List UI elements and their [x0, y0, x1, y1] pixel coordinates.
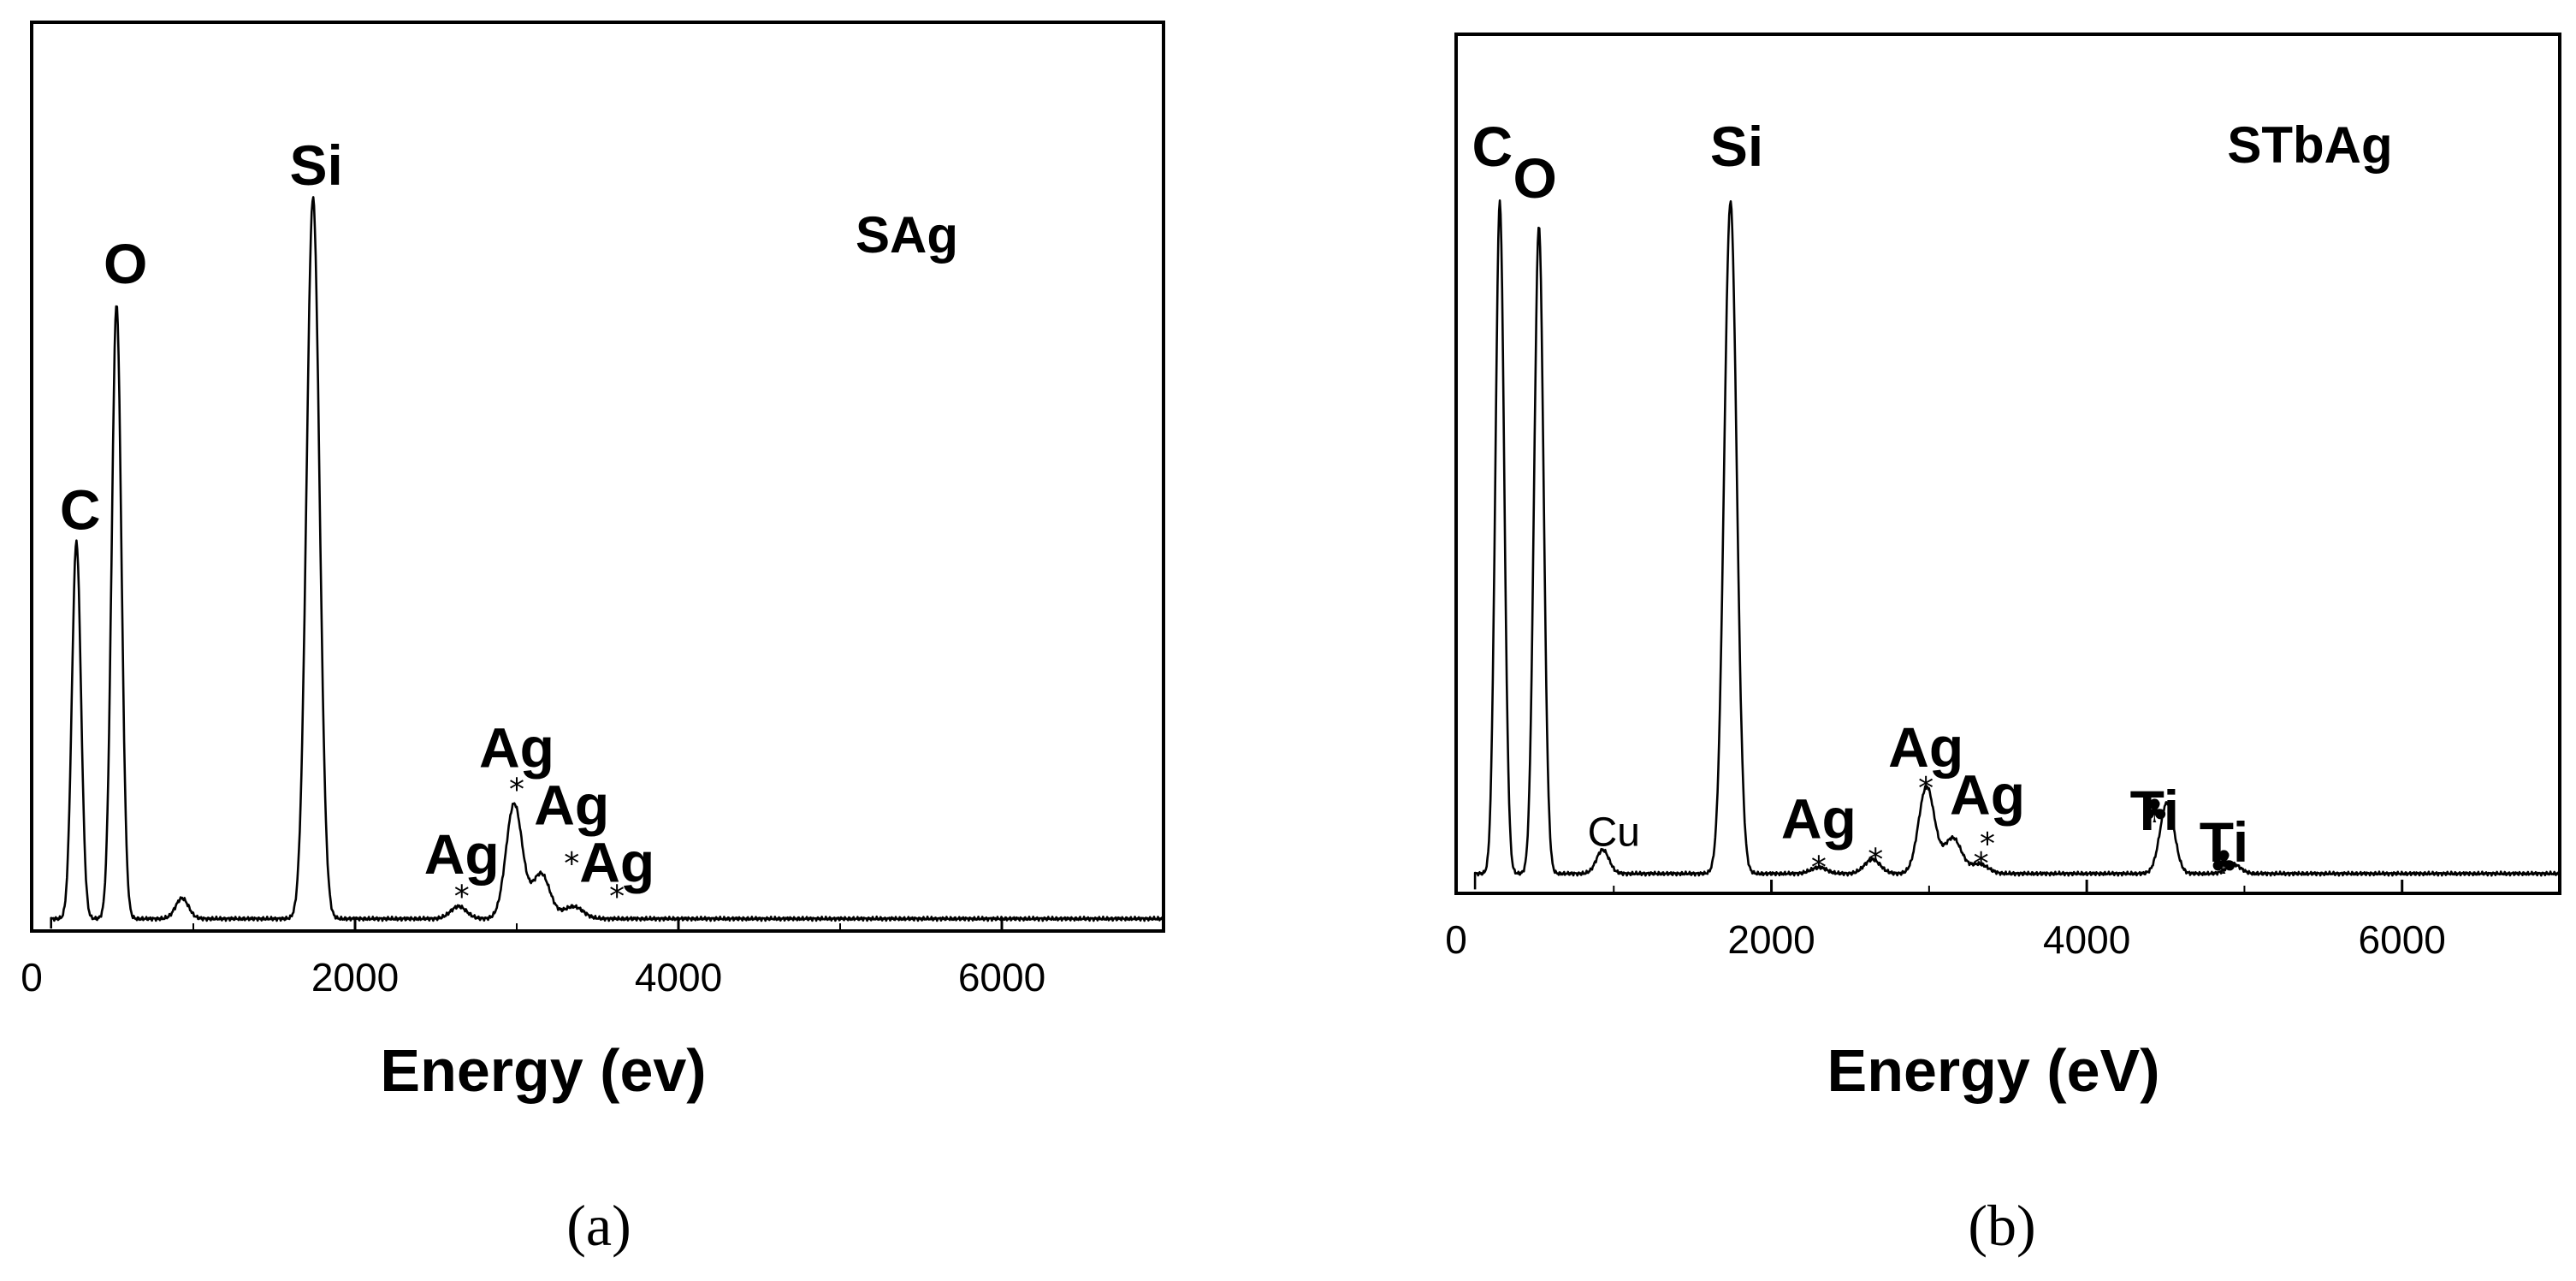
x-tick-label: 6000: [958, 955, 1045, 999]
peak-label: Si: [1710, 115, 1763, 178]
x-tick-label: 2000: [1727, 917, 1815, 962]
sample-label: STbAg: [2227, 116, 2392, 174]
x-tick-label: 0: [21, 955, 43, 999]
peak-label: Ag: [579, 831, 654, 894]
peak-marker: *: [1918, 771, 1933, 806]
spectrum-line: [1473, 199, 2561, 890]
x-tick-label: 2000: [311, 955, 399, 999]
peak-marker: ♣: [2140, 792, 2169, 830]
peak-marker: *: [564, 846, 579, 881]
peak-marker: ♣: [2209, 844, 2238, 881]
peak-label: Si: [289, 133, 342, 197]
panel-caption: (b): [1968, 1193, 2035, 1258]
x-axis-title: Energy (ev): [380, 1037, 706, 1104]
x-axis-title: Energy (eV): [1827, 1037, 2160, 1104]
peak-marker: *: [1868, 842, 1883, 877]
x-tick-label: 4000: [2043, 917, 2130, 962]
peak-marker: *: [454, 879, 470, 914]
peak-label: Ti: [2130, 779, 2179, 842]
peak-marker: *: [1980, 827, 1995, 862]
peak-label: Ag: [479, 715, 554, 779]
peak-marker: *: [509, 773, 524, 808]
peak-label: Cu: [1588, 810, 1640, 856]
plot-frame: [1454, 33, 2561, 895]
peak-marker: *: [609, 879, 625, 914]
peak-label: Ag: [1781, 786, 1856, 850]
x-tick-label: 0: [1445, 917, 1467, 962]
peak-label: O: [1513, 146, 1556, 210]
plot-frame: [30, 21, 1165, 933]
peak-label: C: [1472, 115, 1513, 178]
peak-label: Ag: [1888, 715, 1963, 779]
sample-label: SAg: [856, 206, 958, 264]
x-tick-label: 6000: [2359, 917, 2446, 962]
peak-label: Ag: [534, 773, 609, 836]
peak-marker: *: [1974, 846, 1989, 881]
peak-marker: *: [1811, 851, 1827, 886]
peak-label: C: [60, 478, 101, 542]
spectrum-line: [50, 196, 1165, 929]
peak-label: Ag: [424, 822, 500, 886]
peak-label: O: [104, 232, 147, 295]
peak-label: Ag: [1950, 763, 2025, 827]
peak-label: Ti: [2200, 810, 2248, 874]
panel-caption: (a): [566, 1193, 631, 1258]
x-tick-label: 4000: [635, 955, 722, 999]
